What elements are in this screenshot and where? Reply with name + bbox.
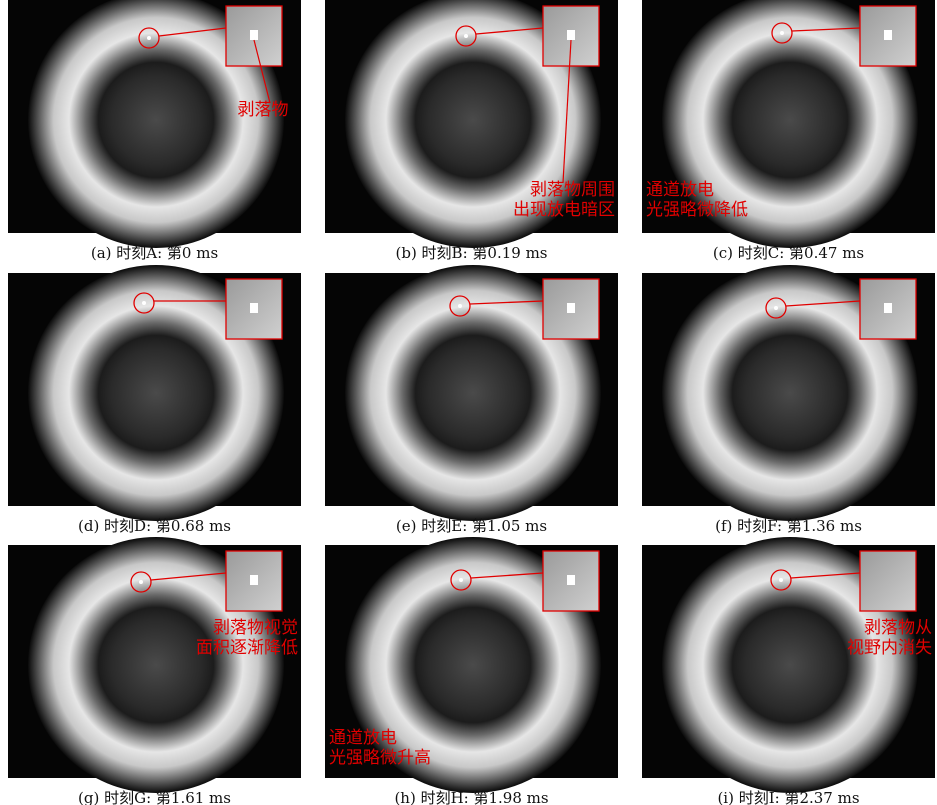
caption: (c) 时刻C: 第0.47 ms (713, 244, 864, 262)
panel: (e) 时刻E: 第1.05 ms (325, 265, 618, 535)
inset-debris (250, 30, 258, 40)
caption: (e) 时刻E: 第1.05 ms (396, 517, 547, 535)
annotation: 剥落物从 (864, 618, 932, 638)
inset-debris (567, 30, 575, 40)
annotation: 光强略微降低 (646, 200, 748, 220)
inset-debris (884, 303, 892, 313)
caption: (i) 时刻I: 第2.37 ms (717, 789, 859, 805)
debris (464, 34, 468, 38)
annotation: 光强略微升高 (329, 748, 431, 768)
inset-debris (250, 575, 258, 585)
figure: 剥落物 (a) 时刻A: 第0 ms 剥落物周围出现放电暗区 (b) 时刻B: 第0.… (0, 0, 937, 805)
panel: (f) 时刻F: 第1.36 ms (642, 265, 935, 535)
caption: (g) 时刻G: 第1.61 ms (78, 789, 231, 805)
annotation: 面积逐渐降低 (196, 638, 298, 658)
debris (458, 304, 462, 308)
caption: (f) 时刻F: 第1.36 ms (715, 517, 862, 535)
debris (780, 31, 784, 35)
annotation: 视野内消失 (847, 638, 932, 658)
debris (459, 578, 463, 582)
debris (779, 578, 783, 582)
annotation: 出现放电暗区 (513, 200, 615, 220)
inset (860, 551, 916, 611)
debris (147, 36, 151, 40)
caption: (a) 时刻A: 第0 ms (91, 244, 218, 262)
caption: (h) 时刻H: 第1.98 ms (394, 789, 548, 805)
panel: (d) 时刻D: 第0.68 ms (8, 265, 301, 535)
annotation: 剥落物周围 (530, 180, 615, 200)
inset-debris (567, 575, 575, 585)
inset-debris (884, 30, 892, 40)
annotation: 剥落物视觉 (213, 618, 298, 638)
caption: (b) 时刻B: 第0.19 ms (395, 244, 547, 262)
annotation: 通道放电 (329, 728, 397, 748)
inset-debris (250, 303, 258, 313)
inset-debris (567, 303, 575, 313)
debris (774, 306, 778, 310)
annotation: 通道放电 (646, 180, 714, 200)
panel: 剥落物 (a) 时刻A: 第0 ms (8, 0, 301, 262)
caption: (d) 时刻D: 第0.68 ms (78, 517, 231, 535)
debris (139, 580, 143, 584)
annotation: 剥落物 (238, 100, 289, 120)
debris (142, 301, 146, 305)
